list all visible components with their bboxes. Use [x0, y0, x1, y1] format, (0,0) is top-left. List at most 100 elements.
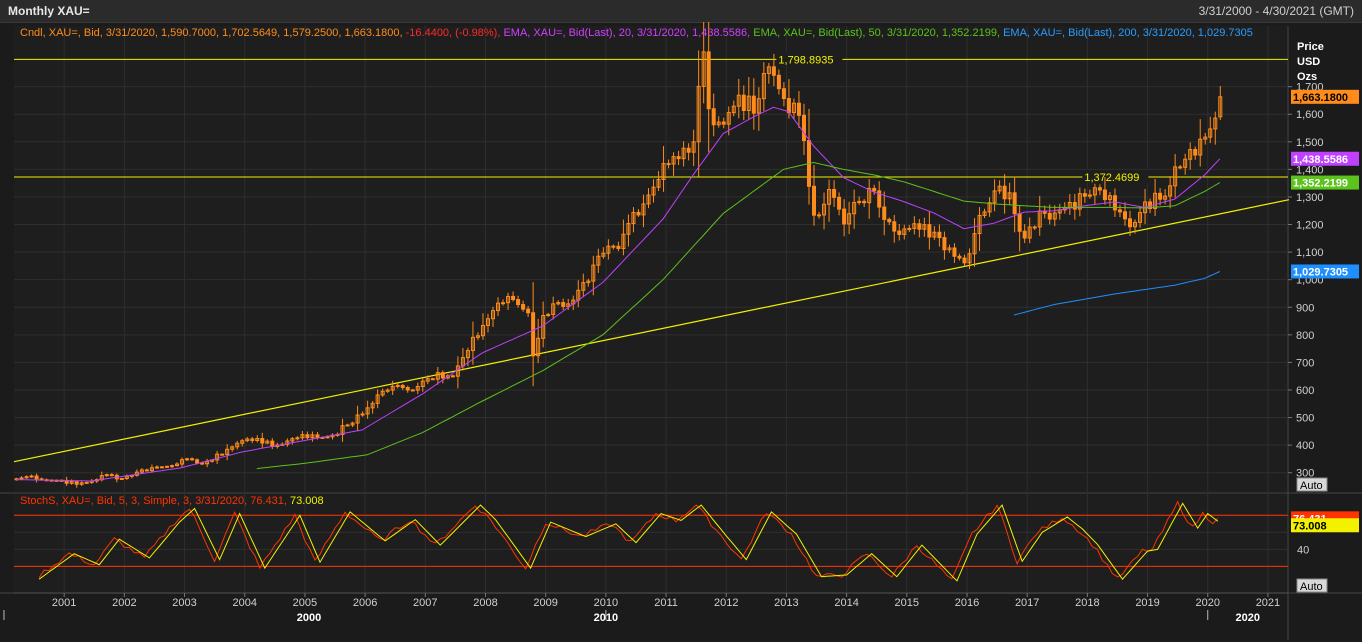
candle: [1027, 217, 1032, 244]
candle-body: [837, 196, 842, 210]
decade-label: 2000: [297, 612, 321, 624]
candle: [109, 473, 114, 477]
candle-body: [872, 187, 877, 192]
candle-body: [79, 482, 84, 485]
candle: [827, 179, 832, 222]
candle-body: [852, 202, 857, 215]
candle: [561, 298, 566, 310]
price-axis-title: USD: [1297, 56, 1320, 68]
candle: [430, 377, 435, 381]
ema-50-line: [256, 161, 1221, 470]
candle-body: [1158, 192, 1163, 200]
candle: [661, 146, 666, 192]
x-tick-label: 2009: [533, 597, 557, 609]
candle: [927, 211, 932, 250]
candle: [1012, 176, 1017, 233]
candle: [1022, 224, 1027, 244]
candle: [606, 239, 611, 260]
window-title: Monthly XAU=: [8, 4, 90, 18]
chart-svg[interactable]: 3004005006007008009001,0001,1001,2001,30…: [0, 22, 1362, 642]
candle-body: [109, 474, 114, 477]
candle-body: [776, 74, 781, 90]
candle: [225, 444, 230, 461]
candle: [947, 244, 952, 253]
candle-body: [531, 312, 536, 357]
candle-body: [751, 95, 756, 114]
candle: [215, 450, 220, 465]
x-tick-label: 2021: [1256, 597, 1280, 609]
candle-body: [215, 453, 220, 461]
candle-body: [325, 436, 330, 439]
candle: [1102, 177, 1107, 205]
candle: [245, 436, 250, 443]
candle-body: [917, 223, 922, 230]
candle: [516, 295, 521, 308]
candle: [1168, 176, 1173, 209]
x-tick-label: 2001: [52, 597, 76, 609]
candle-body: [982, 211, 987, 216]
candle-body: [425, 378, 430, 382]
candle-body: [1102, 189, 1107, 201]
candle: [119, 477, 124, 480]
candle: [611, 244, 616, 250]
price-auto-button[interactable]: Auto: [1296, 477, 1328, 492]
candle-body: [1198, 138, 1203, 156]
candle-body: [310, 434, 315, 439]
stoch-badge-bg: [1291, 518, 1359, 533]
candle-body: [847, 213, 852, 225]
candle-body: [997, 185, 1002, 192]
candle-body: [581, 282, 586, 291]
candle-body: [962, 257, 967, 264]
candle: [1158, 188, 1163, 206]
candle: [987, 197, 992, 217]
price-auto-label: Auto: [1300, 480, 1323, 492]
x-tick-label: 2018: [1075, 597, 1099, 609]
candle-body: [616, 245, 621, 250]
price-tick-label: 600: [1296, 385, 1314, 397]
candle-body: [1173, 166, 1178, 187]
price-legend-item: EMA, XAU=, Bid(Last), 20, 3/31/2020, 1,4…: [503, 27, 753, 39]
candle: [360, 411, 365, 417]
candle-body: [380, 390, 385, 396]
candle-body: [526, 308, 531, 314]
candle: [822, 192, 827, 230]
candle: [736, 78, 741, 119]
candle-body: [501, 302, 506, 305]
candle: [942, 231, 947, 260]
candle: [796, 91, 801, 129]
candle-body: [786, 98, 791, 114]
candle-body: [771, 66, 776, 76]
candle: [1082, 188, 1087, 203]
candle: [696, 50, 701, 177]
stoch-auto-button[interactable]: Auto: [1296, 578, 1328, 593]
candle-body: [661, 163, 666, 181]
candle-body: [736, 94, 741, 107]
candle-body: [440, 372, 445, 379]
candle: [756, 87, 761, 131]
candle-body: [370, 402, 375, 409]
candle-body: [686, 147, 691, 153]
candle-body: [285, 440, 290, 445]
candle-body: [1153, 192, 1158, 209]
candle-body: [1127, 218, 1133, 228]
stoch-d-line: [38, 502, 1219, 582]
candles: [14, 22, 1223, 488]
candle-body: [511, 295, 516, 301]
candle: [450, 374, 455, 378]
candle: [1218, 85, 1223, 120]
candle-body: [340, 425, 345, 435]
candle: [922, 217, 927, 237]
candle-body: [1092, 187, 1097, 196]
candle: [526, 305, 531, 318]
candle-body: [1072, 201, 1077, 210]
candle: [636, 209, 641, 217]
candle-body: [29, 475, 34, 478]
candle-body: [345, 424, 350, 427]
candle-body: [646, 194, 651, 205]
candle-body: [822, 203, 827, 216]
candle-body: [250, 438, 255, 442]
candle-body: [265, 440, 270, 444]
candle: [892, 214, 897, 243]
price-auto-bg: [1296, 477, 1328, 492]
candle: [440, 370, 445, 384]
